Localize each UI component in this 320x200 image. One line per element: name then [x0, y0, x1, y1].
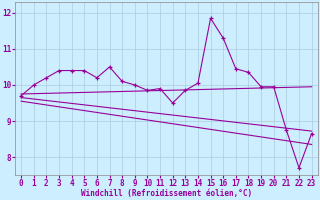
X-axis label: Windchill (Refroidissement éolien,°C): Windchill (Refroidissement éolien,°C) — [81, 189, 252, 198]
